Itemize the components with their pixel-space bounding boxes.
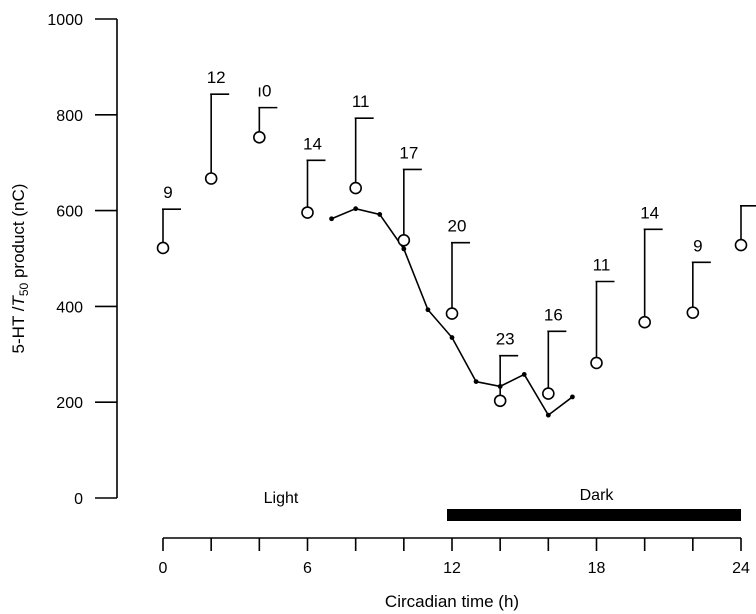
y-tick-label: 400 — [56, 299, 83, 316]
line-point — [377, 212, 383, 217]
dark-bar — [447, 509, 741, 521]
line-point — [497, 383, 503, 389]
line-point — [353, 206, 359, 212]
y-axis-title-part: 50 — [17, 282, 31, 296]
data-point — [397, 233, 411, 247]
data-point — [493, 394, 507, 408]
x-axis-title: Circadian time (h) — [385, 592, 519, 611]
x-tick-label: 18 — [588, 560, 606, 577]
light-dark-annotation: Light Dark — [264, 487, 741, 521]
data-point — [253, 131, 266, 144]
line-point — [425, 307, 431, 313]
line-point — [473, 379, 479, 385]
dark-label: Dark — [580, 487, 615, 504]
x-tick-label: 0 — [159, 560, 168, 577]
n-label: 23 — [496, 330, 515, 349]
n-label: 17 — [399, 143, 418, 162]
line-point — [521, 372, 527, 377]
n-label: 12 — [207, 68, 226, 87]
light-label: Light — [264, 490, 299, 507]
n-label: 11 — [593, 255, 611, 274]
n-label: 20 — [448, 217, 467, 236]
data-point — [204, 172, 218, 185]
data-point — [445, 307, 459, 320]
y-axis: 0 200 400 600 800 1000 5-HT /T50 product (nC) — [9, 12, 118, 508]
y-tick-label: 200 — [56, 395, 83, 412]
data-point — [734, 238, 748, 252]
data-point — [301, 206, 314, 219]
n-label: 14 — [303, 134, 322, 153]
error-bars — [162, 93, 756, 395]
n-label: 11 — [352, 92, 370, 111]
data-point — [349, 181, 362, 195]
y-axis-title-part: T — [9, 295, 28, 307]
line-point — [545, 412, 551, 418]
y-tick-label: 1000 — [47, 12, 83, 29]
x-axis: 0 6 12 18 24 Circadian time (h) — [159, 537, 750, 611]
data-point — [686, 306, 700, 319]
x-tick-label: 6 — [303, 560, 312, 577]
sample-size-labels: 9 12 ı0 14 11 17 20 23 16 11 14 9 — [163, 68, 702, 349]
y-axis-title: 5-HT /T50 product (nC) — [9, 184, 31, 354]
data-point — [156, 241, 170, 255]
n-label: ı0 — [257, 82, 271, 101]
y-tick-label: 800 — [56, 108, 83, 125]
line-point — [401, 246, 407, 252]
data-point — [638, 315, 651, 329]
data-point — [590, 356, 603, 370]
line-point — [570, 394, 575, 400]
x-tick-label: 24 — [732, 560, 750, 577]
x-tick-label: 12 — [443, 560, 461, 577]
n-label: 9 — [693, 236, 702, 255]
open-circle-series — [156, 131, 748, 408]
y-axis-title-part: 5-HT / — [9, 306, 28, 353]
y-tick-label: 0 — [74, 491, 83, 508]
data-point — [542, 387, 555, 400]
y-axis-title-part: product (nC) — [9, 184, 28, 283]
dot-line-series — [329, 206, 575, 418]
line-point — [329, 216, 334, 222]
line-point — [449, 335, 455, 340]
n-label: 16 — [544, 305, 563, 324]
n-label: 9 — [163, 183, 172, 202]
y-tick-label: 600 — [56, 204, 83, 221]
n-label: 14 — [640, 203, 659, 222]
